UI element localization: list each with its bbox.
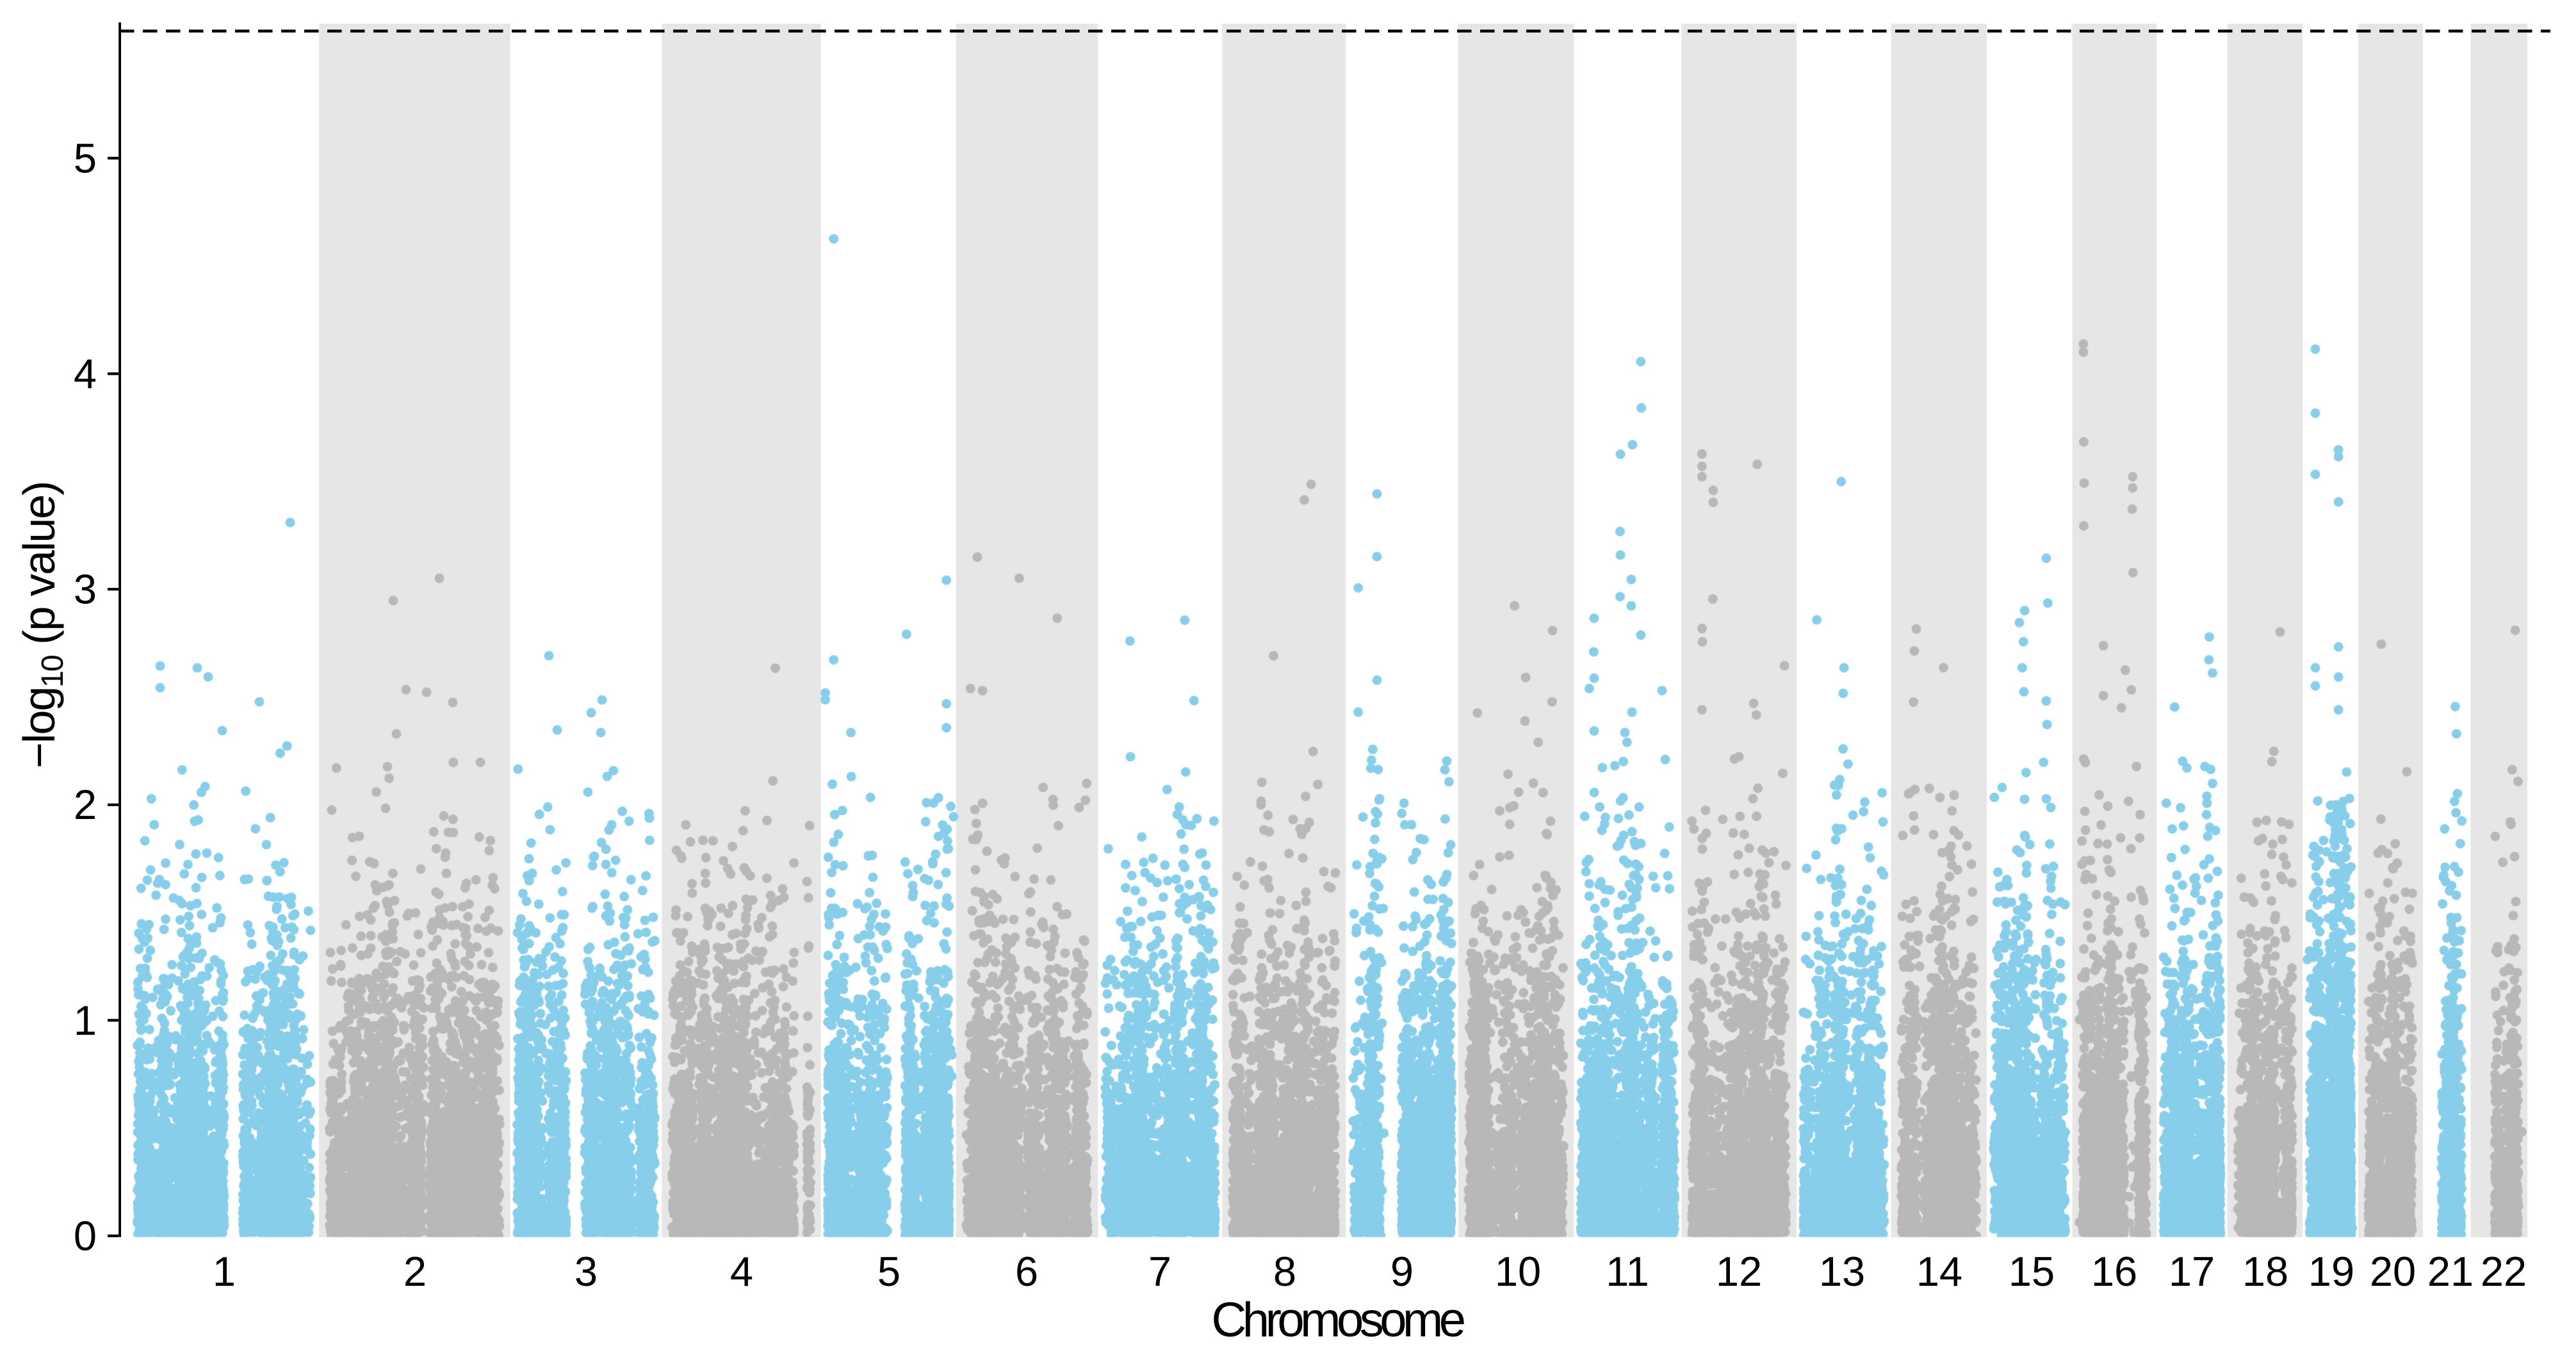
- svg-text:16: 16: [2091, 1248, 2137, 1295]
- svg-text:6: 6: [1015, 1248, 1038, 1295]
- svg-text:19: 19: [2308, 1248, 2354, 1295]
- svg-text:3: 3: [74, 566, 97, 613]
- svg-text:3: 3: [575, 1248, 598, 1295]
- svg-text:9: 9: [1390, 1248, 1414, 1295]
- svg-text:10: 10: [36, 656, 70, 688]
- svg-text:0: 0: [74, 1212, 97, 1259]
- svg-text:18: 18: [2242, 1248, 2288, 1295]
- svg-text:14: 14: [1916, 1248, 1962, 1295]
- svg-text:21: 21: [2427, 1248, 2474, 1295]
- svg-text:2: 2: [74, 781, 97, 828]
- svg-text:1: 1: [74, 997, 97, 1044]
- svg-text:22: 22: [2481, 1248, 2527, 1295]
- svg-text:20: 20: [2370, 1248, 2416, 1295]
- svg-text:2: 2: [404, 1248, 427, 1295]
- svg-text:5: 5: [74, 134, 97, 181]
- svg-text:4: 4: [730, 1248, 753, 1295]
- svg-text:−log: −log: [14, 688, 64, 768]
- svg-text:13: 13: [1819, 1248, 1865, 1295]
- svg-text:8: 8: [1273, 1248, 1296, 1295]
- svg-text:5: 5: [877, 1248, 901, 1295]
- svg-text:15: 15: [2009, 1248, 2055, 1295]
- svg-text:17: 17: [2169, 1248, 2215, 1295]
- svg-text:1: 1: [213, 1248, 236, 1295]
- svg-text:11: 11: [1606, 1248, 1649, 1295]
- svg-text:12: 12: [1716, 1248, 1762, 1295]
- svg-text:(p value): (p value): [14, 482, 64, 656]
- svg-text:7: 7: [1148, 1248, 1171, 1295]
- svg-text:4: 4: [74, 350, 97, 397]
- svg-text:Chromosome: Chromosome: [1211, 1293, 1463, 1347]
- svg-text:10: 10: [1495, 1248, 1541, 1295]
